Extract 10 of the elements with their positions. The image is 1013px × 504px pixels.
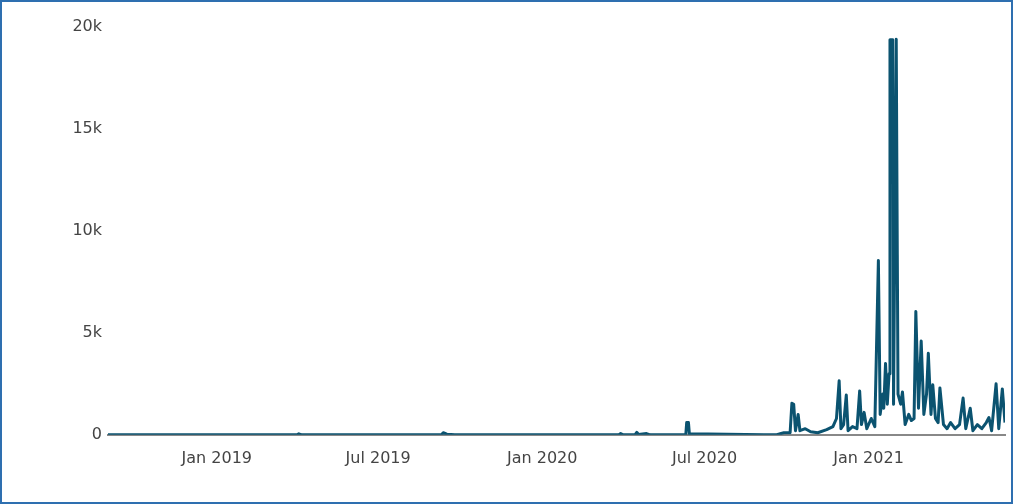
x-tick-label: Jul 2020 — [670, 447, 738, 467]
y-tick-label: 15k — [72, 118, 103, 138]
x-tick-label: Jan 2020 — [506, 447, 578, 467]
y-tick-label: 10k — [72, 220, 103, 240]
x-tick-label: Jan 2019 — [180, 447, 253, 467]
x-tick-label: Jan 2021 — [832, 447, 904, 467]
y-tick-label: 20k — [72, 16, 103, 36]
x-tick-label: Jul 2019 — [344, 447, 411, 467]
y-tick-label: 0 — [91, 423, 102, 443]
y-tick-label: 5k — [82, 322, 103, 342]
